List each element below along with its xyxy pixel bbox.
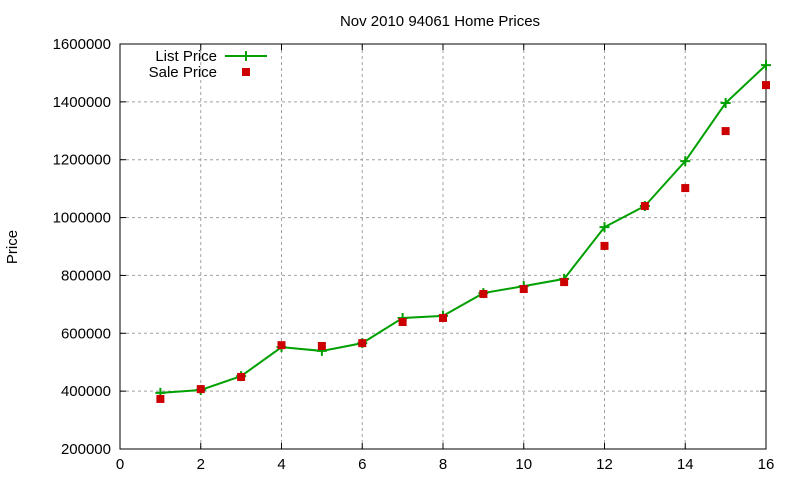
square-marker-icon: [398, 318, 407, 327]
legend: List Price Sale Price: [149, 48, 267, 81]
x-tick-label: 8: [439, 456, 447, 473]
plus-marker-icon: [761, 60, 771, 71]
square-marker-icon: [196, 385, 205, 394]
plus-marker-icon: [680, 156, 691, 167]
square-marker-icon: [317, 342, 326, 351]
y-tick-label: 600000: [61, 325, 111, 342]
legend-plus-marker-icon: [241, 51, 251, 61]
y-tick-label: 1600000: [53, 36, 111, 53]
square-marker-icon: [439, 313, 447, 322]
x-tick-label: 0: [116, 456, 124, 473]
square-marker-icon: [640, 202, 649, 210]
square-marker-icon: [600, 241, 609, 250]
square-marker-icon: [358, 339, 367, 348]
legend-label-sale-price: Sale Price: [149, 64, 217, 81]
square-marker-icon: [277, 341, 286, 350]
y-tick-label: 1000000: [53, 210, 111, 227]
y-axis-label: Price: [4, 230, 21, 264]
chart-title: Nov 2010 94061 Home Prices: [340, 13, 540, 30]
x-tick-label: 12: [596, 456, 613, 473]
square-marker-icon: [681, 184, 690, 193]
y-tick-label: 800000: [61, 267, 111, 284]
y-tick-label: 400000: [61, 383, 111, 400]
square-marker-icon: [519, 285, 528, 294]
series-list-price: [155, 60, 771, 398]
series-line: [160, 64, 767, 394]
square-marker-icon: [237, 372, 246, 381]
y-tick-label: 1200000: [53, 152, 111, 169]
x-tick-label: 2: [197, 456, 205, 473]
x-tick-label: 14: [677, 456, 694, 473]
square-marker-icon: [762, 81, 770, 90]
y-tick-label: 1400000: [53, 94, 111, 111]
series-sale-price: [156, 81, 770, 403]
square-marker-icon: [479, 289, 488, 298]
x-tick-label: 6: [358, 456, 366, 473]
square-marker-icon: [560, 278, 569, 287]
legend-label-list-price: List Price: [155, 48, 217, 65]
plus-marker-icon: [720, 98, 731, 109]
square-marker-icon: [156, 394, 165, 403]
grid-lines: [120, 44, 766, 449]
x-tick-label: 4: [277, 456, 285, 473]
x-tick-label: 10: [515, 456, 532, 473]
data-series: [155, 60, 771, 403]
square-marker-icon: [721, 127, 730, 136]
axis-ticks: 0 2 4 6 8 10 12 14 16 200000 400000 600000 800000 100…: [53, 36, 775, 473]
legend-square-marker-icon: [242, 68, 250, 76]
x-tick-label: 16: [758, 456, 775, 473]
y-tick-label: 200000: [61, 441, 111, 458]
plus-marker-icon: [599, 222, 610, 233]
